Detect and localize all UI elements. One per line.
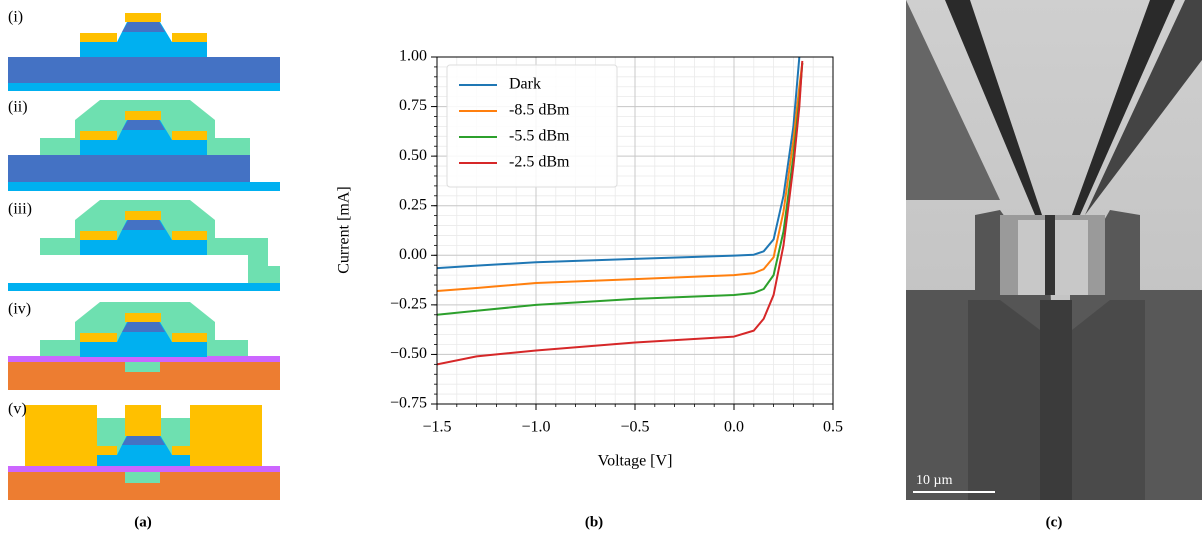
- caption: (a): [134, 514, 152, 530]
- scale-bar-label: 10 µm: [916, 473, 953, 488]
- x-tick-label: −1.0: [521, 419, 550, 436]
- step-label: (ii): [8, 99, 28, 116]
- legend-label: -2.5 dBm: [509, 154, 570, 171]
- y-tick-label: 0.25: [399, 196, 427, 213]
- step-label: (v): [8, 401, 27, 418]
- series-line: [437, 57, 801, 270]
- plot: −1.5 −1.0 −0.5 0.0 0.5 −0.75 −0.50 −0.25 0.00 0.2…: [390, 48, 843, 436]
- schematic: (i) (ii) (iii) (iv) (v): [8, 9, 280, 500]
- y-tick-label: −0.25: [390, 296, 427, 313]
- plot-frame: [436, 56, 834, 405]
- lines: [437, 57, 804, 366]
- x-tick-label: 0.0: [724, 419, 744, 436]
- x-tick-label: −0.5: [620, 419, 649, 436]
- y-tick-label: 1.00: [399, 48, 427, 65]
- x-axis-label: Voltage [V]: [598, 453, 673, 470]
- y-tick-label: −0.50: [390, 345, 427, 362]
- step-label: (i): [8, 9, 23, 26]
- caption: (c): [1046, 514, 1063, 530]
- legend-box: [446, 64, 618, 188]
- caption: (b): [585, 514, 603, 530]
- x-tick-label: −1.5: [422, 419, 451, 436]
- y-tick-label: 0.75: [399, 97, 427, 114]
- x-tick-label: 0.5: [823, 419, 843, 436]
- series-line: [437, 62, 804, 292]
- legend-label: Dark: [509, 76, 541, 93]
- series-line: [437, 60, 804, 366]
- y-axis-label: Current [mA]: [336, 186, 353, 274]
- legend-label: -8.5 dBm: [509, 102, 570, 119]
- y-tick-label: 0.50: [399, 147, 427, 164]
- step-label: (iv): [8, 301, 31, 318]
- y-tick-label: 0.00: [399, 246, 427, 263]
- step-label: (iii): [8, 201, 32, 218]
- sem-image: 10 µm: [906, 0, 1202, 500]
- y-tick-label: −0.75: [390, 395, 427, 412]
- legend-label: -5.5 dBm: [509, 128, 570, 145]
